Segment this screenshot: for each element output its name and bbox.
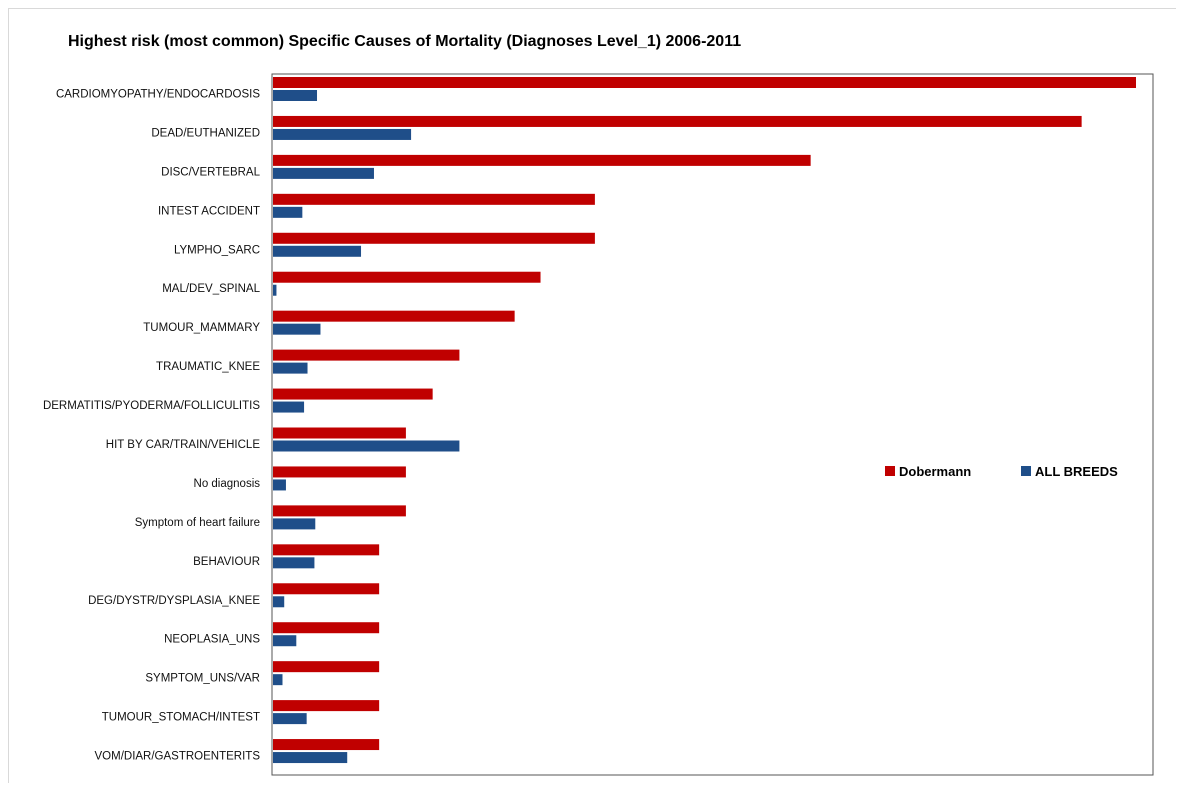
bar-dobermann — [273, 544, 380, 556]
category-label: LYMPHO_SARC — [174, 244, 260, 256]
plot-area — [271, 73, 1154, 776]
category-label: CARDIOMYOPATHY/ENDOCARDOSIS — [56, 88, 260, 100]
category-label: DEAD/EUTHANIZED — [151, 127, 260, 139]
bar-dobermann — [273, 232, 595, 244]
bar-dobermann — [273, 661, 380, 673]
legend-label: ALL BREEDS — [1035, 464, 1118, 479]
bars-layer — [273, 77, 1136, 764]
category-label: TUMOUR_MAMMARY — [143, 322, 260, 334]
bar-all-breeds — [273, 713, 307, 725]
bar-dobermann — [273, 739, 380, 751]
category-label: DERMATITIS/PYODERMA/FOLLICULITIS — [43, 400, 260, 412]
bar-all-breeds — [273, 362, 308, 374]
bar-all-breeds — [273, 596, 285, 608]
category-label: HIT BY CAR/TRAIN/VEHICLE — [106, 439, 261, 451]
bar-all-breeds — [273, 518, 316, 530]
bar-dobermann — [273, 154, 811, 166]
legend-label: Dobermann — [899, 464, 971, 479]
bar-dobermann — [273, 700, 380, 712]
bar-dobermann — [273, 310, 515, 322]
bar-all-breeds — [273, 401, 305, 413]
category-label: VOM/DIAR/GASTROENTERITS — [95, 751, 261, 763]
legend: Dobermann ALL BREEDS — [885, 464, 1118, 479]
bar-all-breeds — [273, 128, 412, 140]
category-label: TRAUMATIC_KNEE — [156, 361, 260, 373]
bar-all-breeds — [273, 284, 277, 296]
bar-dobermann — [273, 505, 406, 517]
bar-all-breeds — [273, 245, 362, 257]
bar-dobermann — [273, 427, 406, 439]
bar-all-breeds — [273, 90, 318, 101]
category-label: DEG/DYSTR/DYSPLASIA_KNEE — [88, 595, 260, 607]
bar-all-breeds — [273, 557, 315, 569]
chart-title: Highest risk (most common) Specific Caus… — [68, 33, 742, 50]
bar-dobermann — [273, 388, 433, 400]
category-label: Symptom of heart failure — [135, 517, 260, 529]
category-label: MAL/DEV_SPINAL — [162, 283, 260, 295]
bar-dobermann — [273, 271, 541, 283]
bar-all-breeds — [273, 440, 460, 452]
category-label: SYMPTOM_UNS/VAR — [145, 673, 260, 685]
category-label: BEHAVIOUR — [193, 556, 260, 568]
bar-dobermann — [273, 349, 460, 361]
plot-area-border — [271, 73, 1154, 776]
legend-swatch — [885, 466, 895, 476]
bar-all-breeds — [273, 674, 283, 686]
category-label: No diagnosis — [194, 478, 261, 490]
category-labels: CARDIOMYOPATHY/ENDOCARDOSIS DEAD/EUTHANIZ… — [43, 88, 261, 762]
bar-all-breeds — [273, 752, 348, 764]
bar-all-breeds — [273, 167, 374, 179]
category-label: TUMOUR_STOMACH/INTEST — [102, 712, 260, 724]
frame-top-border — [8, 8, 1176, 9]
bar-dobermann — [273, 583, 380, 595]
frame-left-border — [8, 8, 9, 783]
category-label: NEOPLASIA_UNS — [164, 634, 260, 646]
category-label: DISC/VERTEBRAL — [161, 166, 260, 178]
bar-dobermann — [273, 115, 1082, 127]
bar-dobermann — [273, 622, 380, 634]
bar-all-breeds — [273, 323, 321, 335]
bar-all-breeds — [273, 479, 286, 491]
bar-dobermann — [273, 193, 595, 205]
bar-dobermann — [273, 466, 406, 478]
bar-dobermann — [273, 77, 1136, 88]
category-label: INTEST ACCIDENT — [158, 205, 260, 217]
bar-all-breeds — [273, 635, 297, 647]
legend-swatch — [1021, 466, 1031, 476]
bar-all-breeds — [273, 206, 303, 218]
